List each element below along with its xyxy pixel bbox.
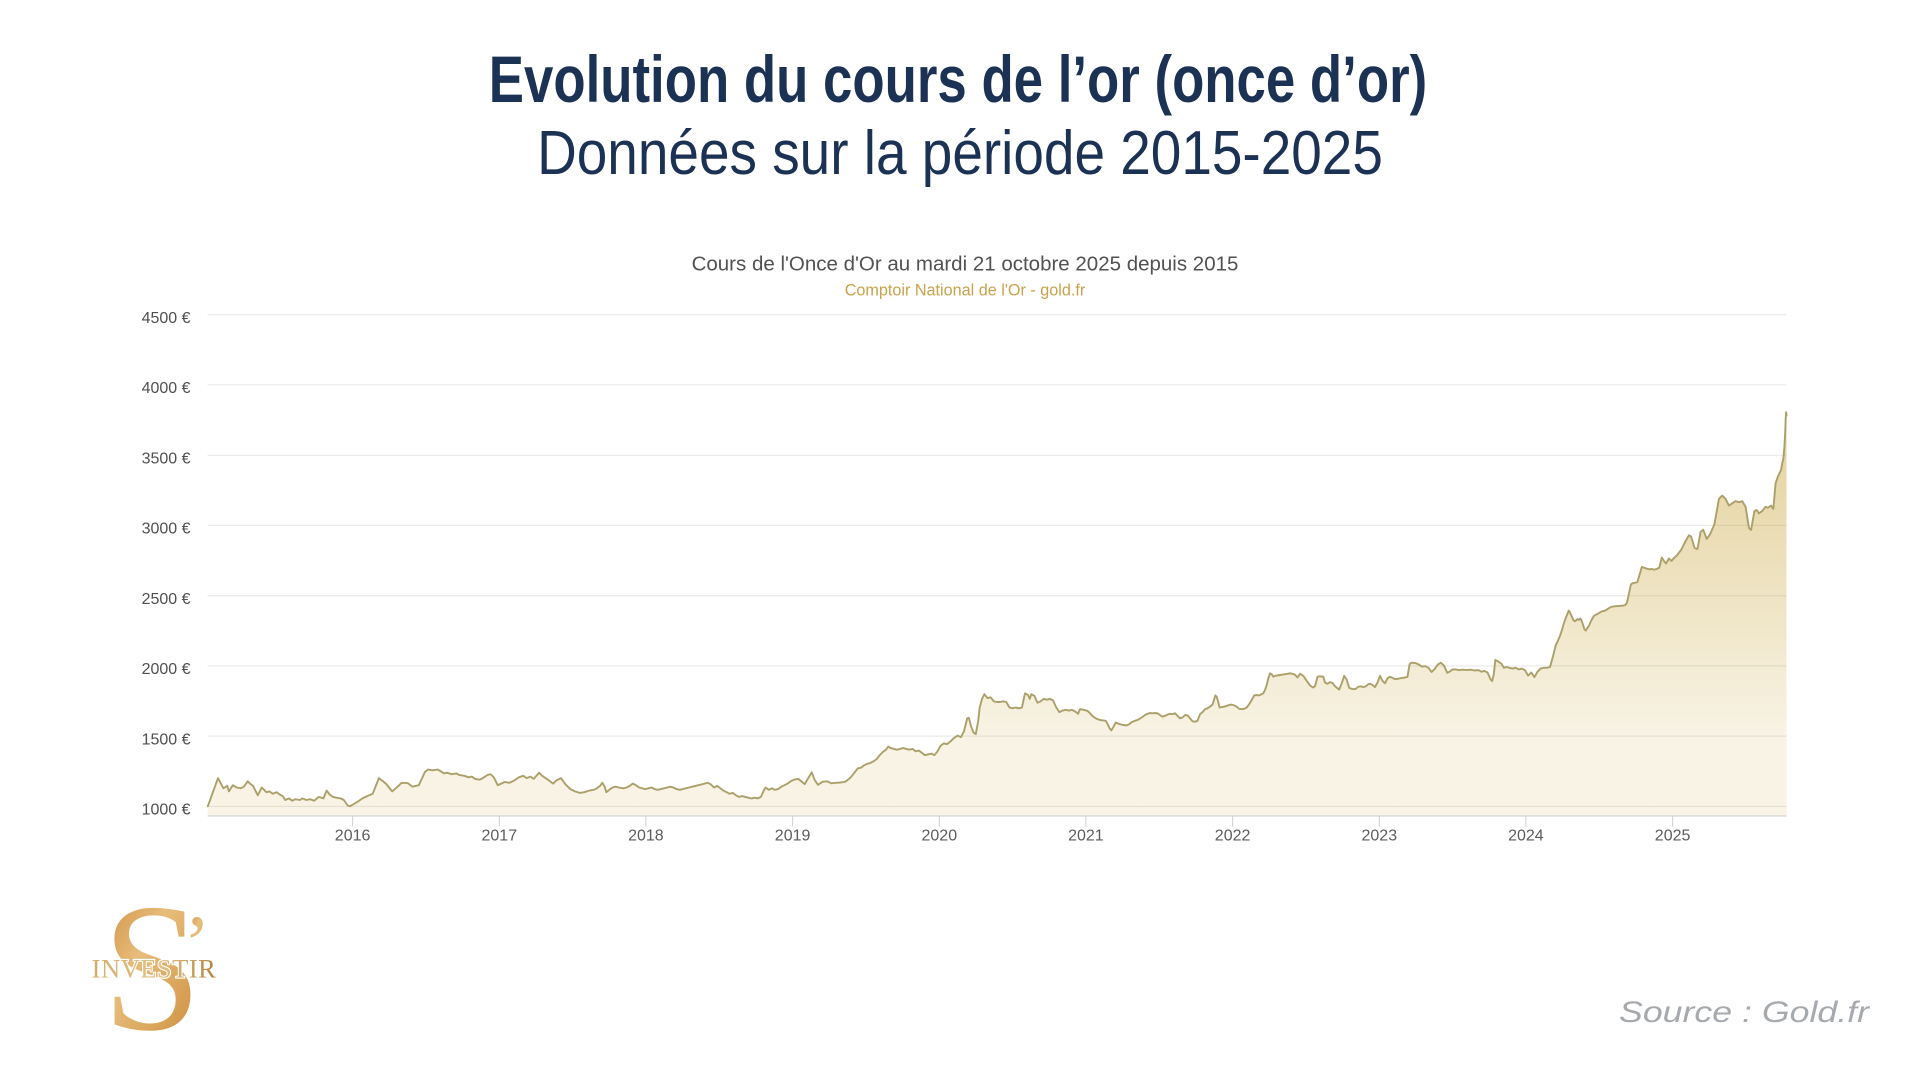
svg-text:2021: 2021 [1068, 828, 1104, 845]
svg-text:4500 €: 4500 € [142, 310, 191, 327]
svg-text:2020: 2020 [922, 828, 958, 845]
svg-text:Source : Gold.fr: Source : Gold.fr [1619, 995, 1871, 1029]
svg-text:2017: 2017 [482, 828, 518, 845]
svg-text:Cours de l'Once d'Or au mardi: Cours de l'Once d'Or au mardi 21 octobre… [692, 253, 1239, 276]
svg-text:2000 €: 2000 € [142, 661, 191, 678]
svg-text:2016: 2016 [335, 828, 371, 845]
svg-text:1500 €: 1500 € [142, 731, 191, 748]
svg-text:1000 €: 1000 € [142, 802, 191, 819]
svg-text:2024: 2024 [1508, 828, 1544, 845]
svg-text:3500 €: 3500 € [142, 451, 191, 468]
svg-text:2023: 2023 [1362, 828, 1398, 845]
svg-text:2022: 2022 [1215, 828, 1251, 845]
svg-text:3000 €: 3000 € [142, 521, 191, 538]
svg-text:2025: 2025 [1655, 828, 1691, 845]
svg-text:Evolution du cours de l’or (on: Evolution du cours de l’or (once d’or) [489, 42, 1427, 116]
svg-text:4000 €: 4000 € [142, 380, 191, 397]
svg-text:’: ’ [184, 899, 211, 989]
svg-text:2018: 2018 [628, 828, 664, 845]
svg-text:Comptoir National de l'Or - go: Comptoir National de l'Or - gold.fr [845, 282, 1086, 300]
svg-text:INVESTIR: INVESTIR [92, 954, 217, 984]
svg-text:2019: 2019 [775, 828, 811, 845]
svg-text:2500 €: 2500 € [142, 591, 191, 608]
svg-text:S: S [103, 867, 202, 1070]
svg-text:Données sur la période 2015-20: Données sur la période 2015-2025 [537, 119, 1383, 188]
